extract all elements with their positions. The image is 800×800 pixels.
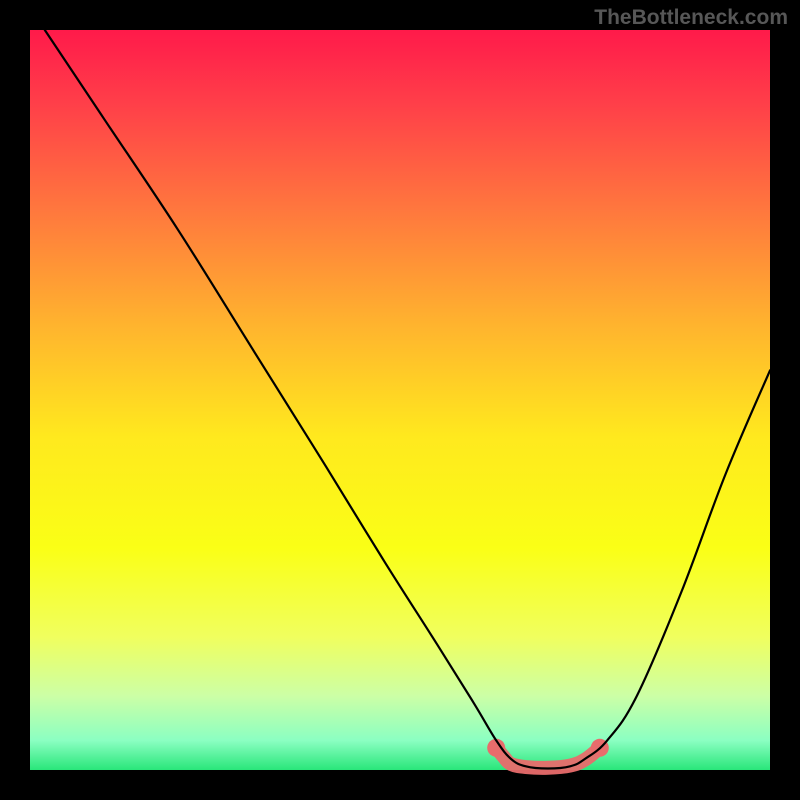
watermark-text: TheBottleneck.com (594, 6, 788, 30)
plot-gradient-background (30, 30, 770, 770)
chart-container: TheBottleneck.com (0, 0, 800, 800)
bottleneck-curve-chart (0, 0, 800, 800)
